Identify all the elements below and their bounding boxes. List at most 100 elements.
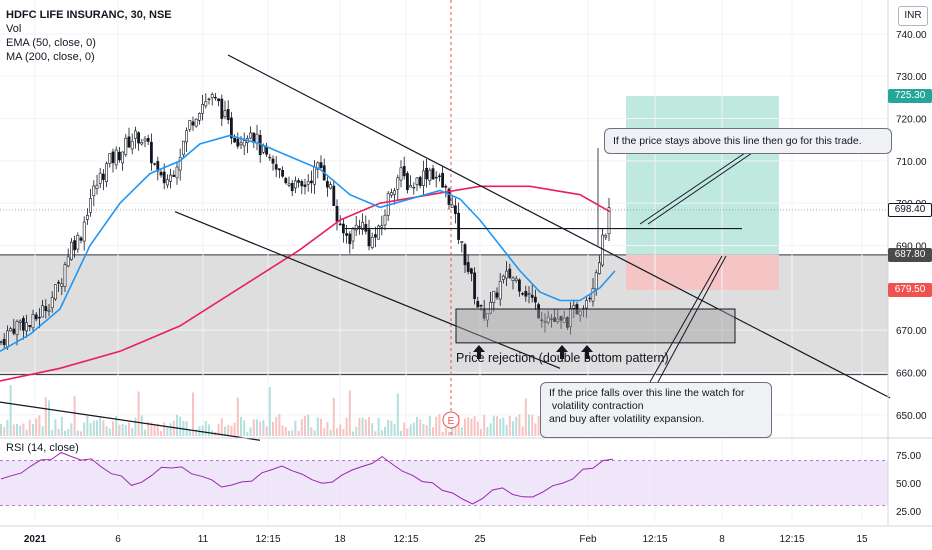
candle-body: [185, 130, 189, 143]
candle-body: [89, 198, 93, 213]
volume-bar: [115, 415, 118, 436]
candle-body: [2, 339, 6, 345]
price-tick-label: 690.00: [896, 242, 927, 253]
volume-bar: [252, 419, 255, 436]
candle-body: [140, 141, 144, 145]
volume-bar: [467, 417, 470, 436]
candle-body: [242, 140, 246, 147]
volume-bar: [57, 428, 60, 436]
volume-bar: [204, 420, 207, 436]
volume-bar: [396, 393, 399, 436]
candle-body: [18, 320, 22, 323]
up-arrow-icon: [556, 344, 568, 359]
volume-bar: [192, 392, 194, 436]
callout-line: and buy after volatility expansion.: [549, 413, 705, 425]
price-badge: 698.40: [888, 202, 932, 217]
event-marker-label: E: [448, 416, 455, 427]
volume-bar: [19, 425, 22, 436]
volume-bar: [108, 428, 111, 436]
candle-body: [230, 117, 233, 139]
candle-body: [492, 290, 496, 303]
volume-bar: [195, 429, 198, 436]
candle-body: [150, 141, 153, 164]
candle-body: [306, 181, 310, 185]
candle-body: [98, 172, 102, 184]
volume-bar: [492, 415, 495, 436]
volume-bar: [473, 415, 476, 436]
candle-body: [418, 176, 422, 186]
volume-bar: [259, 421, 262, 436]
candle-body: [159, 171, 163, 176]
candle-body: [274, 164, 278, 170]
candle-body: [34, 314, 38, 320]
volume-bar: [48, 400, 50, 436]
volume-bar: [425, 425, 428, 436]
candle-body: [31, 314, 35, 329]
candle-body: [105, 163, 109, 183]
volume-bar: [140, 415, 143, 436]
time-tick-label: 12:15: [642, 534, 667, 545]
volume-bar: [294, 420, 297, 436]
candle-body: [118, 151, 121, 161]
drawing-tools[interactable]: E: [0, 54, 891, 441]
volume-bar: [102, 420, 105, 436]
candle-body: [70, 241, 73, 260]
candle-body: [338, 223, 342, 226]
callout-volatility[interactable]: If the price falls over this line the wa…: [540, 382, 772, 438]
volume-bar: [406, 428, 409, 436]
candle-body: [261, 145, 265, 153]
volume-bar: [227, 425, 230, 436]
trendline: [174, 211, 561, 369]
volume-bar: [262, 419, 265, 436]
candle-body: [188, 119, 192, 130]
candle-body: [441, 173, 445, 188]
volume-bar: [470, 418, 473, 436]
volume-bar: [16, 423, 18, 436]
candle-body: [198, 113, 201, 121]
volume-bar: [163, 422, 166, 436]
volume-bar: [435, 416, 438, 436]
candle-body: [82, 221, 86, 242]
price-tick-label: 670.00: [896, 326, 927, 337]
volume-bar: [531, 414, 534, 436]
indicator-lines: [0, 134, 616, 382]
volume-bar: [332, 397, 335, 436]
volume-bar: [121, 423, 124, 436]
volume-bar: [224, 426, 226, 436]
volume-bar: [499, 418, 502, 436]
volume-bar: [275, 416, 278, 436]
callout-line: volatility contraction: [549, 400, 644, 412]
ma-200-line: [0, 185, 611, 382]
volume-bar: [44, 397, 47, 436]
candle-body: [290, 183, 294, 192]
volume-bar: [281, 425, 284, 436]
candle-body: [485, 313, 489, 321]
candle-body: [354, 224, 358, 231]
volume-bar: [265, 426, 268, 436]
volume-bar: [460, 427, 463, 436]
volume-bar: [457, 414, 460, 436]
candle-body: [53, 284, 57, 300]
candle-body: [114, 149, 118, 166]
currency-selector[interactable]: INR: [898, 6, 928, 26]
candle-body: [57, 282, 61, 284]
volume-bar: [124, 424, 127, 436]
volume-bar: [476, 421, 479, 436]
volume-bar: [400, 430, 402, 436]
volume-bar: [217, 424, 220, 436]
candle-body: [182, 140, 185, 156]
volume-bar: [131, 427, 134, 436]
ema-legend: EMA (50, close, 0): [6, 37, 96, 49]
candle-body: [309, 180, 313, 184]
callout-trade-entry[interactable]: If the price stays above this line then …: [604, 128, 892, 154]
candle-body: [373, 234, 377, 238]
candle-body: [9, 328, 13, 332]
volume-bar: [393, 424, 396, 436]
candle-body: [345, 233, 349, 236]
candle-body: [268, 156, 272, 159]
volume-bar: [272, 421, 274, 436]
volume-bars: [0, 385, 610, 436]
rsi-pane: [0, 437, 932, 506]
candle-body: [444, 185, 448, 188]
